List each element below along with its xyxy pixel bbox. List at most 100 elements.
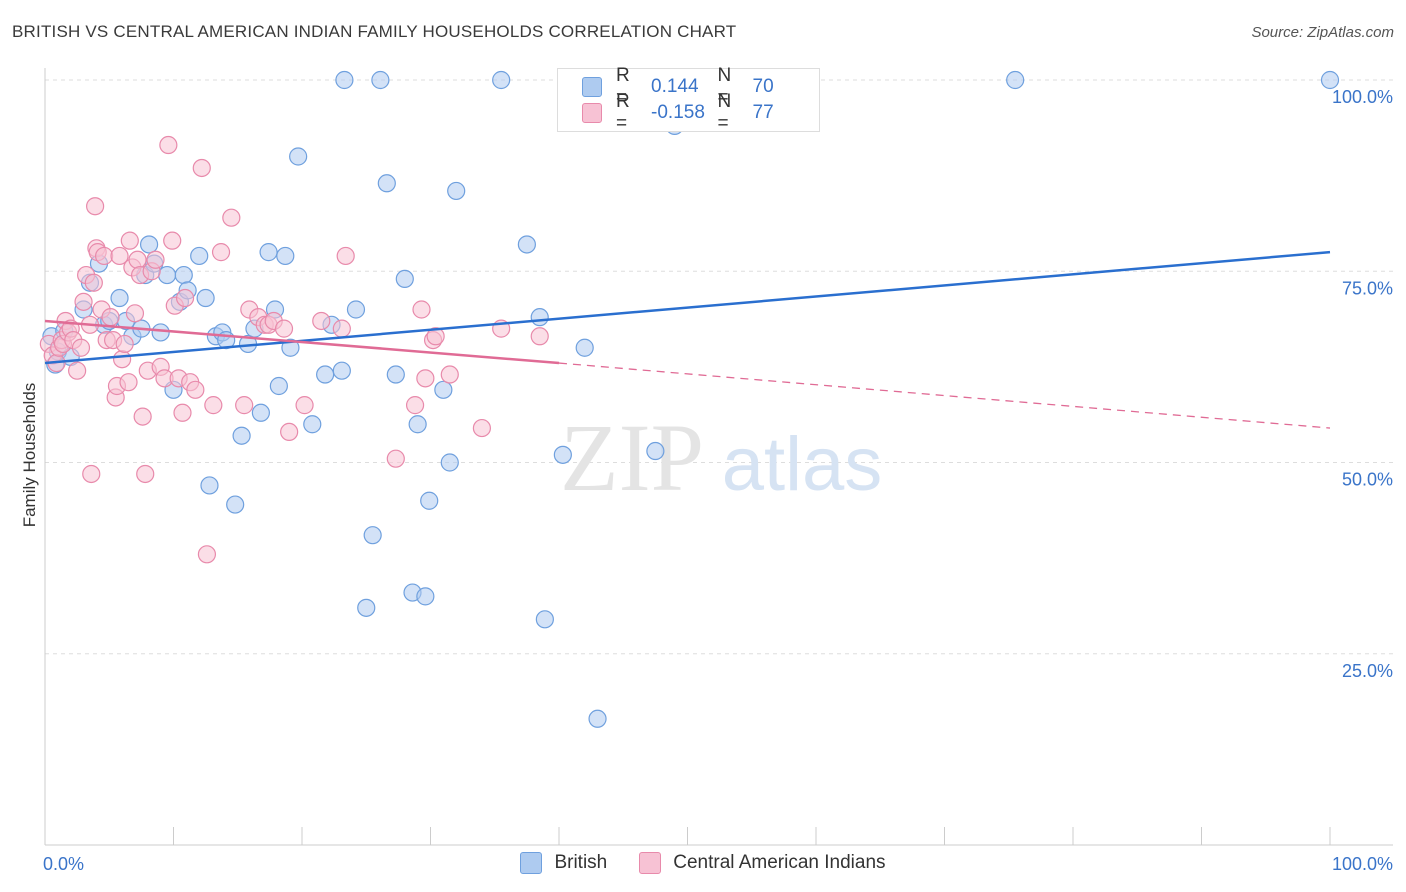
data-point: [133, 407, 152, 426]
series-british: [42, 70, 1340, 728]
data-point: [136, 464, 155, 484]
legend-row-central-american-indians: R = -0.158 N = 77: [582, 91, 819, 134]
data-point: [222, 208, 241, 227]
legend-swatch-central-american-indians: [582, 103, 602, 123]
data-point: [151, 323, 170, 342]
data-point: [405, 396, 425, 415]
trend-line-extension-1: [558, 362, 1331, 429]
chart-title: BRITISH VS CENTRAL AMERICAN INDIAN FAMIL…: [12, 22, 737, 41]
data-point: [553, 445, 572, 464]
y-tick-label: 25.0%: [1342, 661, 1393, 681]
data-point: [332, 319, 351, 338]
data-point: [530, 308, 549, 327]
data-point: [416, 587, 435, 606]
data-point: [112, 350, 132, 369]
data-point: [190, 246, 209, 266]
grid-lines: [45, 79, 1393, 655]
data-point: [1320, 70, 1340, 90]
watermark-atlas: atlas: [722, 422, 883, 507]
trend-line-1: [44, 319, 560, 365]
legend-n-value: 70: [752, 76, 774, 97]
data-point: [71, 338, 91, 357]
data-point: [420, 491, 439, 510]
watermark-zip: ZIP: [560, 404, 704, 511]
data-point: [110, 246, 129, 266]
data-point: [226, 495, 245, 514]
data-point: [303, 415, 322, 434]
data-point: [196, 288, 215, 308]
data-point: [86, 197, 105, 216]
data-point: [232, 426, 251, 445]
series-central-american-indians: [39, 135, 549, 564]
data-point: [412, 300, 431, 319]
data-point: [588, 709, 607, 728]
data-point: [332, 361, 351, 380]
data-point: [274, 319, 294, 338]
data-point: [416, 369, 435, 388]
data-point: [173, 403, 192, 422]
data-point: [251, 403, 270, 422]
data-point: [82, 464, 101, 484]
data-point: [175, 288, 195, 308]
legend-item-british[interactable]: British: [520, 852, 607, 874]
data-point: [281, 338, 300, 357]
data-point: [110, 288, 129, 308]
data-point: [211, 243, 231, 262]
data-point: [95, 246, 114, 266]
data-point: [530, 327, 549, 346]
data-point: [408, 415, 427, 434]
data-point: [440, 365, 459, 384]
data-point: [139, 235, 159, 254]
data-point: [68, 361, 87, 380]
data-point: [1006, 70, 1025, 90]
correlation-legend: R = 0.144 N = 70 R = -0.158 N = 77: [557, 65, 820, 134]
legend-n-value: 77: [752, 102, 774, 123]
legend-n-label: N =: [717, 65, 732, 108]
data-point: [159, 135, 178, 155]
legend-item-central-american-indians[interactable]: Central American Indians: [639, 852, 886, 874]
data-point: [336, 246, 355, 266]
data-point: [377, 174, 396, 193]
axes: [44, 68, 1393, 846]
data-point: [259, 243, 278, 262]
data-point: [371, 70, 390, 90]
data-point: [346, 300, 366, 319]
legend-r-value: 0.144: [651, 76, 699, 97]
data-point: [535, 610, 554, 629]
legend-swatch-british: [582, 77, 602, 97]
data-point: [186, 380, 205, 399]
legend-label-british: British: [554, 852, 608, 873]
data-point: [363, 526, 382, 545]
data-point: [447, 181, 466, 201]
data-point: [426, 327, 445, 346]
data-point: [120, 231, 139, 250]
data-point: [269, 376, 288, 396]
data-point: [280, 422, 299, 441]
data-point: [204, 396, 223, 415]
data-point: [472, 418, 491, 438]
data-point: [492, 70, 511, 90]
y-tick-label: 75.0%: [1342, 278, 1393, 298]
data-point: [163, 231, 182, 250]
legend-n-label: N =: [717, 91, 732, 134]
data-point: [575, 338, 594, 357]
x-tick-label: 100.0%: [1332, 854, 1393, 874]
legend-swatch-british: [520, 852, 543, 874]
legend-row-british: R = 0.144 N = 70: [582, 65, 819, 108]
legend-r-label: R =: [615, 65, 630, 108]
data-point: [119, 373, 138, 392]
data-point: [289, 147, 308, 166]
data-point: [395, 269, 414, 288]
y-tick-label: 100.0%: [1332, 87, 1393, 107]
data-point: [125, 304, 145, 323]
data-point: [128, 250, 147, 269]
data-point: [192, 158, 211, 178]
data-point: [335, 70, 354, 90]
data-point: [235, 396, 254, 415]
data-point: [146, 250, 165, 269]
trend-line-0: [44, 250, 1331, 365]
legend-label-central-american-indians: Central American Indians: [673, 852, 886, 873]
data-point: [174, 265, 193, 285]
data-point: [101, 308, 120, 327]
